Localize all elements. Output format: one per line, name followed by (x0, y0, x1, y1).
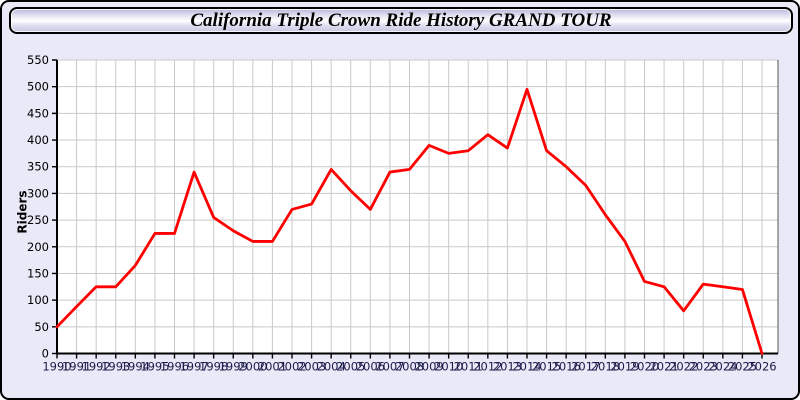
title-bar: California Triple Crown Ride History GRA… (9, 7, 793, 34)
svg-text:2019: 2019 (610, 360, 639, 374)
svg-text:2000: 2000 (238, 360, 267, 374)
svg-text:350: 350 (27, 160, 49, 174)
svg-text:200: 200 (27, 240, 49, 254)
svg-text:300: 300 (27, 186, 49, 200)
svg-text:2001: 2001 (258, 360, 287, 374)
svg-text:1991: 1991 (62, 360, 91, 374)
svg-text:1994: 1994 (121, 360, 150, 374)
svg-text:500: 500 (27, 80, 49, 94)
svg-text:2017: 2017 (571, 360, 600, 374)
svg-text:2024: 2024 (708, 360, 737, 374)
svg-text:2006: 2006 (356, 360, 385, 374)
svg-text:1998: 1998 (199, 360, 228, 374)
svg-text:450: 450 (27, 106, 49, 120)
svg-text:2025: 2025 (728, 360, 757, 374)
svg-text:2013: 2013 (493, 360, 522, 374)
svg-text:2021: 2021 (649, 360, 678, 374)
svg-text:2020: 2020 (630, 360, 659, 374)
svg-text:2026: 2026 (747, 360, 776, 374)
svg-text:2008: 2008 (395, 360, 424, 374)
svg-text:150: 150 (27, 266, 49, 280)
svg-text:2005: 2005 (336, 360, 365, 374)
svg-text:1997: 1997 (179, 360, 208, 374)
page-title: California Triple Crown Ride History GRA… (190, 10, 612, 31)
svg-text:50: 50 (34, 320, 49, 334)
svg-text:2002: 2002 (277, 360, 306, 374)
svg-text:2009: 2009 (414, 360, 443, 374)
svg-text:1996: 1996 (160, 360, 189, 374)
svg-text:400: 400 (27, 133, 49, 147)
svg-text:1993: 1993 (101, 360, 130, 374)
svg-text:2022: 2022 (669, 360, 698, 374)
svg-text:250: 250 (27, 213, 49, 227)
svg-text:2004: 2004 (317, 360, 346, 374)
svg-text:2003: 2003 (297, 360, 326, 374)
svg-text:2010: 2010 (434, 360, 463, 374)
svg-text:2012: 2012 (473, 360, 502, 374)
svg-text:2007: 2007 (375, 360, 404, 374)
svg-text:2015: 2015 (532, 360, 561, 374)
svg-text:1995: 1995 (140, 360, 169, 374)
svg-text:100: 100 (27, 293, 49, 307)
svg-text:0: 0 (42, 347, 49, 361)
svg-text:2016: 2016 (552, 360, 581, 374)
svg-text:550: 550 (27, 53, 49, 67)
svg-text:1992: 1992 (82, 360, 111, 374)
svg-text:1990: 1990 (42, 360, 71, 374)
svg-text:1999: 1999 (219, 360, 248, 374)
svg-text:2018: 2018 (591, 360, 620, 374)
svg-text:2023: 2023 (689, 360, 718, 374)
svg-text:2011: 2011 (454, 360, 483, 374)
svg-text:2014: 2014 (512, 360, 541, 374)
